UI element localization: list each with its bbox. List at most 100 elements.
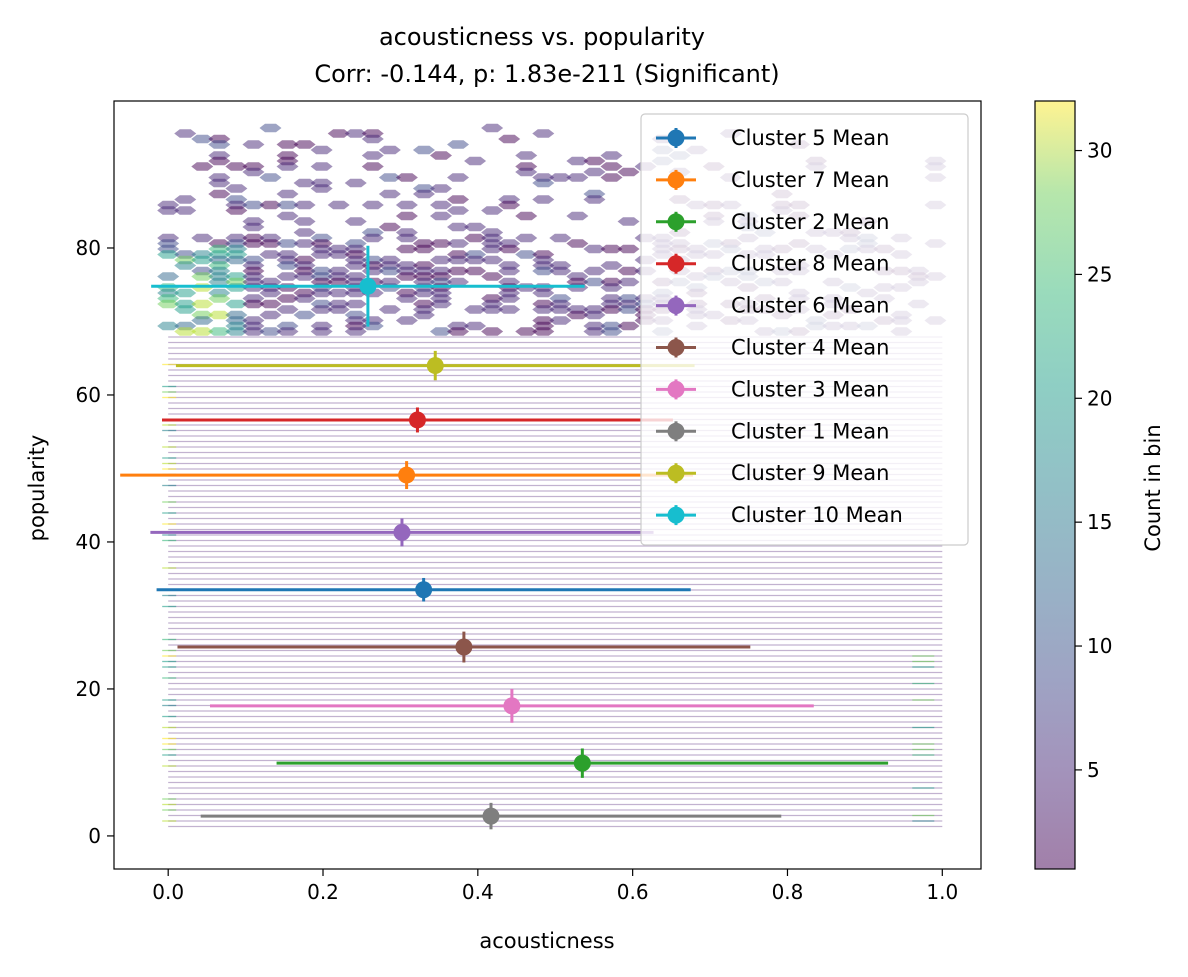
hexbin-cell (310, 327, 333, 336)
cluster-mean-point (398, 466, 416, 484)
legend-entry: Cluster 4 Mean (656, 336, 889, 360)
hexbin-cell (191, 327, 214, 336)
hexbin-cell (600, 162, 623, 171)
colorbar-tick-label: 5 (1087, 758, 1100, 782)
hexbin-cell (378, 305, 401, 314)
hexbin-cell (395, 233, 418, 243)
x-tick-label: 1.0 (926, 880, 958, 904)
hexbin-cell (259, 310, 282, 320)
hexbin-cell (481, 206, 504, 215)
chart-title-line2: Corr: -0.144, p: 1.83e-211 (Significant) (314, 60, 779, 88)
hexbin-cell (549, 173, 572, 182)
hexbin-cell (532, 266, 555, 276)
colorbar-label: Count in bin (1141, 424, 1165, 551)
colorbar-frame (1034, 100, 1076, 870)
hexbin-cell (191, 316, 214, 325)
cluster-mean-point (359, 277, 377, 295)
hexbin-cell (498, 244, 521, 254)
hexbin-cell (583, 327, 606, 336)
hexbin-cell (532, 178, 555, 188)
hexbin-cell (259, 299, 282, 309)
hexbin-cell (174, 129, 197, 138)
hexbin-cell (293, 272, 316, 281)
hexbin-cell (191, 233, 214, 243)
y-tick-label: 40 (76, 530, 101, 554)
hexbin-cell (242, 327, 265, 336)
hexbin-cell (583, 277, 606, 287)
legend-marker (667, 380, 685, 398)
x-tick-label: 0.2 (307, 880, 339, 904)
hexbin-cell (600, 305, 623, 314)
legend-label: Cluster 2 Mean (731, 210, 889, 234)
hexbin-cell (276, 327, 299, 336)
hexbin-cell (259, 123, 282, 133)
colorbar-tick-label: 15 (1087, 510, 1112, 534)
hexbin-cell (464, 321, 487, 331)
hexbin-cell (549, 316, 572, 325)
hexbin-cell (225, 206, 248, 215)
hexbin-cell (515, 250, 538, 259)
hexbin-cell (191, 299, 214, 309)
hexbin-cell (378, 173, 401, 182)
hexbin-cell (498, 266, 521, 276)
hexbin-cell (259, 250, 282, 259)
hexbin-cell (600, 327, 623, 336)
hexbin-cell (515, 327, 538, 336)
hexbin-cell (378, 222, 401, 232)
hexbin-cell (276, 200, 299, 210)
hexbin-cell (208, 178, 231, 188)
legend-label: Cluster 8 Mean (731, 252, 889, 276)
hexbin-cell (600, 244, 623, 254)
hexbin-cell (395, 173, 418, 182)
hexbin-cell (429, 239, 452, 248)
hexbin-cell (259, 200, 282, 210)
hexbin-cell (327, 200, 350, 210)
cluster-mean-point (455, 638, 473, 656)
legend-box (640, 113, 969, 546)
hexbin-cell (344, 261, 367, 270)
hexbin-cell (395, 200, 418, 210)
hexbin-cell (191, 272, 214, 281)
legend-label: Cluster 4 Mean (731, 336, 889, 360)
hexbin-cell (464, 222, 487, 232)
hexbin-cell (344, 178, 367, 188)
x-tick-label: 0.6 (617, 880, 649, 904)
hexbin-cell (447, 239, 470, 248)
hexbin-cell (225, 299, 248, 309)
hexbin-cell (447, 206, 470, 215)
hexbin-cell (242, 140, 265, 149)
hexbin-cell (293, 310, 316, 320)
hexbin-cell (583, 244, 606, 254)
hexbin-cell (276, 189, 299, 199)
hexbin-cell (157, 272, 180, 281)
hexbin-cell (344, 327, 367, 336)
hexbin-cell (532, 129, 555, 138)
legend-marker (667, 129, 685, 147)
hexbin-cell (225, 327, 248, 336)
hexbin-cell (276, 211, 299, 221)
hexbin-cell (532, 327, 555, 336)
chart-legend: Cluster 5 Mean Cluster 7 Mean Cluster 2 Me… (640, 113, 969, 546)
hexbin-cell (242, 299, 265, 309)
cluster-mean-point (415, 581, 433, 599)
hexbin-cell (242, 222, 265, 232)
cluster-errorbar (151, 245, 585, 327)
hexbin-cell (583, 156, 606, 166)
cluster-errorbar (156, 577, 691, 602)
hexbin-cell (549, 305, 572, 314)
hexbin-cell (276, 261, 299, 270)
legend-entry: Cluster 10 Mean (656, 503, 903, 527)
hexbin-cell (600, 283, 623, 292)
hexbin-cell (378, 189, 401, 199)
hexbin-cell (310, 162, 333, 171)
legend-entry: Cluster 3 Mean (656, 377, 889, 401)
hexbin-cell (600, 151, 623, 160)
cluster-errorbar (200, 802, 782, 830)
hexbin-cell (361, 321, 384, 331)
hexbin-cell (600, 173, 623, 182)
hexbin-cell (566, 310, 589, 320)
hexbin-cell (617, 277, 640, 287)
legend-marker (667, 213, 685, 231)
hexbin-cell (481, 123, 504, 133)
hexbin-cell (157, 299, 180, 309)
